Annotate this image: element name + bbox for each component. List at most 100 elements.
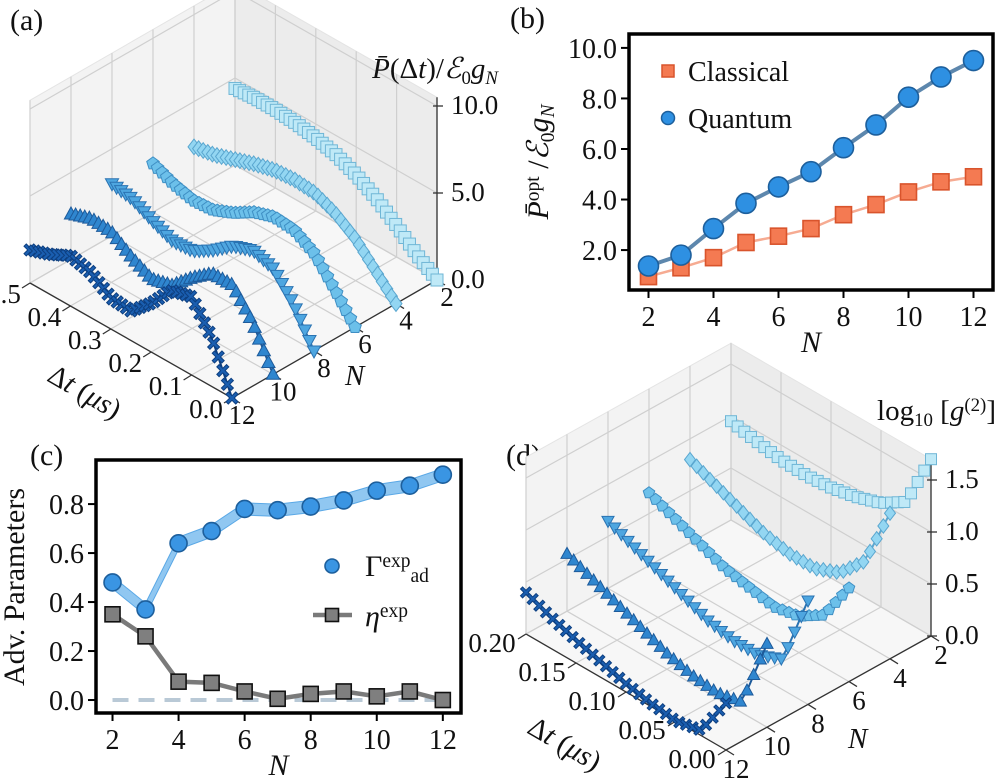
circle-marker [702,217,725,240]
panel-label-b: (b) [510,2,545,35]
triangle-up-marker [646,632,661,646]
series-0 [639,167,983,286]
wall-gridline [29,0,221,110]
triangle-up-marker [573,559,588,573]
square-marker [137,628,154,645]
pentagon-marker [642,486,656,499]
triangle-up-marker [760,636,774,649]
triangle-down-marker [274,278,290,292]
wall-gridline [730,519,932,637]
triangle-down-marker [681,595,695,609]
diamond-marker [723,491,737,508]
circle-marker [930,66,952,88]
panel-b: 2 4 6 8 10 122.04.06.08.010.0NP̄opt /ℰ0gNClas… [522,32,995,359]
triangle-up-marker [233,292,249,306]
label-segment: Γ [365,550,382,583]
triangle-up-marker [666,651,681,665]
diamond-marker [750,518,763,534]
circle-marker [865,114,887,136]
square-marker [104,605,121,623]
triangle-up-marker [660,645,674,659]
diamond-marker [863,543,877,560]
floor-gridline [648,565,850,683]
circle-marker [660,110,676,126]
n-tick-label: 12 [229,400,256,430]
square-marker [302,685,320,703]
square-marker [899,183,918,201]
n-axis-line [231,279,438,399]
n-tick [930,635,940,642]
panel-c: 2 4 6 8 10 12 0.0 0.2 0.4 0.6 0.8 N Adv. Parameters Γ… [0,458,463,781]
y-tick-label: 6.0 [582,135,617,166]
n-tick-label: 10 [764,731,791,761]
circle-marker [433,465,453,484]
circle-marker [136,600,155,619]
triangle-down-marker [674,588,689,602]
triangle-up-marker [686,668,701,682]
square-marker [401,683,419,700]
n-tick-label: 12 [723,754,750,781]
floor-gridline [152,211,356,328]
x-marker [193,306,207,321]
z-tick-label: 0.0 [945,620,979,650]
pentagon-marker [702,545,716,558]
series-N12 [23,243,239,405]
series-N12 [519,586,733,736]
circle-marker [301,497,321,516]
diamond-marker [389,294,403,313]
n-tick [807,703,817,710]
triangle-down-marker [297,324,313,338]
panel-label-c: (c) [30,439,63,472]
square-marker [236,683,253,700]
series-N4 [187,138,403,313]
label-segment: t [418,53,427,85]
triangle-up-marker [733,694,748,707]
floor-gridline [566,610,768,728]
y-tick-label: 0.4 [49,588,84,619]
legend-label-classical: Classical [688,57,789,88]
square-marker [932,173,950,191]
circle-marker [767,176,790,198]
wall-gridline [525,467,732,583]
label-segment: / [522,160,555,177]
triangle-up-marker [700,678,714,691]
x-tick-label: 10 [363,725,391,756]
diamond-marker [870,530,883,547]
label-segment: g [522,118,555,133]
square-marker [867,195,885,214]
label-segment: η [365,600,380,633]
pentagon-marker [842,581,856,594]
uncertainty-band [112,467,444,617]
triangle-down-marker [694,608,709,622]
pentagon-marker [675,519,689,532]
diamond-marker [743,511,757,528]
legend-label-gamma: Γexpad [365,550,429,587]
circle-marker [202,521,221,541]
square-marker [898,495,911,508]
y-axis-label: Adv. Parameters [0,488,31,686]
label-segment: opt [523,176,544,202]
label-segment: (2) [964,395,986,416]
x-tick-label: 0.2 [108,348,142,378]
label-segment: ] [986,395,996,427]
circle-marker [103,573,122,592]
triangle-up-marker [242,309,258,324]
n-tick-label: 2 [934,640,948,670]
triangle-up-marker [560,546,574,559]
triangle-up-marker [746,667,761,680]
triangle-down-marker [647,562,662,575]
triangle-down-marker [661,575,675,589]
wall-gridline [29,164,236,284]
n-tick-label: 2 [440,282,454,312]
pentagon-marker [709,552,723,565]
x-marker [220,377,235,392]
z-tick-label: 5.0 [451,177,485,207]
triangle-up-marker [600,586,614,599]
pentagon-marker [655,499,669,512]
y-axis-label: P̄opt /ℰ0gN [522,104,559,221]
triangle-down-marker [607,522,622,536]
triangle-down-marker [306,345,322,360]
n-tick [848,681,858,688]
